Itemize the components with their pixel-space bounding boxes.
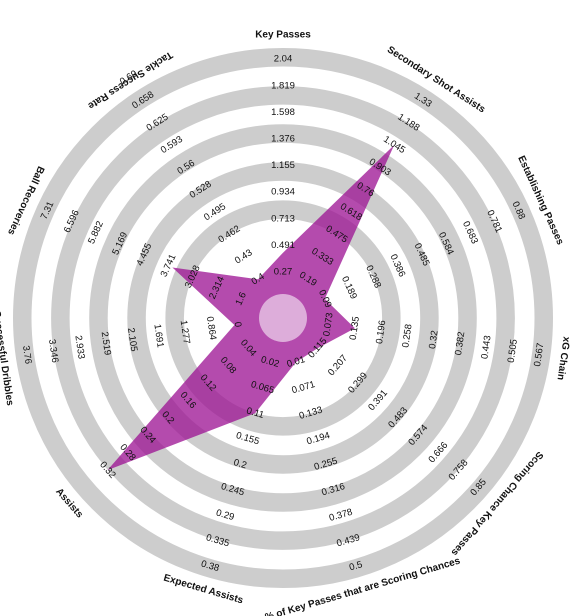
- tick-label: 1.691: [151, 323, 165, 348]
- tick-label: 0.189: [339, 275, 359, 301]
- tick-label: 0.2: [232, 457, 248, 471]
- tick-label: 0.155: [235, 430, 261, 447]
- tick-label: 3.76: [20, 345, 34, 365]
- tick-label: 0.43: [233, 247, 255, 266]
- metric-label: xG Chain: [555, 336, 572, 381]
- tick-label: 0.073: [321, 312, 335, 337]
- tick-label: 1.376: [271, 134, 295, 145]
- tick-label: 0.207: [326, 353, 350, 378]
- tick-label: 2.933: [72, 335, 86, 360]
- tick-label: 0.567: [532, 342, 546, 367]
- radar-center: [259, 294, 307, 342]
- tick-label: 0.38: [200, 558, 221, 574]
- metric-label: Successful Dribbles: [0, 310, 15, 407]
- tick-label: 0.258: [400, 323, 414, 348]
- tick-label: 0.382: [453, 331, 467, 356]
- radar-ring: [13, 48, 553, 588]
- tick-label: 0.505: [506, 338, 520, 363]
- radar-rings: [13, 48, 553, 588]
- tick-label: 2.105: [125, 327, 139, 352]
- tick-label: 0.32: [427, 330, 441, 350]
- tick-label: 0: [232, 321, 244, 328]
- radar-area: [107, 145, 395, 471]
- tick-label: 0.135: [348, 316, 362, 341]
- tick-label: 0.27: [274, 267, 293, 278]
- tick-label: 0.196: [374, 320, 388, 345]
- tick-label: 2.519: [99, 331, 113, 356]
- tick-label: 0.934: [271, 187, 295, 198]
- tick-label: 1.277: [178, 320, 192, 345]
- tick-label: 0.443: [479, 335, 493, 360]
- tick-label: 1.155: [271, 160, 295, 171]
- radar-area-layer: [107, 145, 395, 471]
- radar-ring: [165, 200, 401, 436]
- tick-label: 0.29: [215, 507, 236, 523]
- radar-tick-labels: 0.27 0.491 0.713 0.934 1.155 1.376 1.598 1.819 2…: [20, 54, 546, 574]
- tick-label: 0.194: [305, 430, 331, 447]
- tick-label: 1.598: [271, 107, 295, 118]
- tick-label: 0.5: [348, 559, 364, 573]
- tick-label: 0.071: [291, 379, 317, 396]
- tick-label: 0.01: [286, 354, 307, 370]
- tick-label: 0.02: [260, 354, 281, 370]
- tick-label: 1.819: [271, 80, 295, 91]
- metric-label: Key Passes: [255, 30, 311, 41]
- tick-label: 0.491: [271, 240, 295, 251]
- radar-ring: [89, 124, 477, 512]
- tick-label: 0.11: [245, 405, 265, 421]
- tick-label: 2.04: [274, 54, 293, 65]
- radar-ring: [51, 86, 515, 550]
- tick-label: 0.864: [204, 316, 218, 341]
- tick-label: 0.713: [271, 213, 295, 224]
- tick-label: 1.6: [233, 291, 248, 308]
- radar-ring: [127, 162, 439, 474]
- tick-label: 3.346: [46, 338, 60, 363]
